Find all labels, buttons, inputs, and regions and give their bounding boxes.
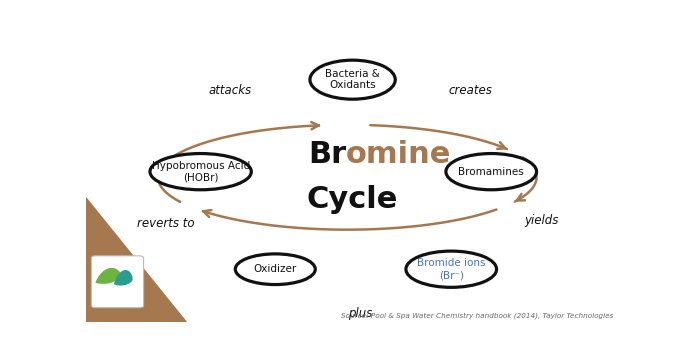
Text: Source: Pool & Spa Water Chemistry handbook (2014), Taylor Technologies: Source: Pool & Spa Water Chemistry handb… <box>341 313 614 319</box>
Text: omine: omine <box>346 140 451 169</box>
Ellipse shape <box>406 251 497 287</box>
Ellipse shape <box>446 153 537 190</box>
Text: Bromamines: Bromamines <box>458 167 524 177</box>
Text: Oxidizer: Oxidizer <box>254 264 297 274</box>
Text: Bromide ions
(Br⁻): Bromide ions (Br⁻) <box>417 258 486 280</box>
Polygon shape <box>114 270 133 286</box>
FancyBboxPatch shape <box>92 256 144 308</box>
Text: creates: creates <box>448 84 492 97</box>
Text: reverts to: reverts to <box>137 217 195 230</box>
Ellipse shape <box>150 153 251 190</box>
Ellipse shape <box>310 60 395 99</box>
Text: Br: Br <box>308 140 346 169</box>
Text: Hypobromous Acid
(HOBr): Hypobromous Acid (HOBr) <box>151 161 250 182</box>
Polygon shape <box>96 268 122 284</box>
Text: attacks: attacks <box>208 84 252 97</box>
Text: plus: plus <box>348 307 373 320</box>
Text: yields: yields <box>525 214 559 227</box>
Text: Cycle: Cycle <box>307 185 398 214</box>
Polygon shape <box>86 197 187 322</box>
Ellipse shape <box>235 254 315 285</box>
Text: Bacteria &
Oxidants: Bacteria & Oxidants <box>325 69 380 90</box>
